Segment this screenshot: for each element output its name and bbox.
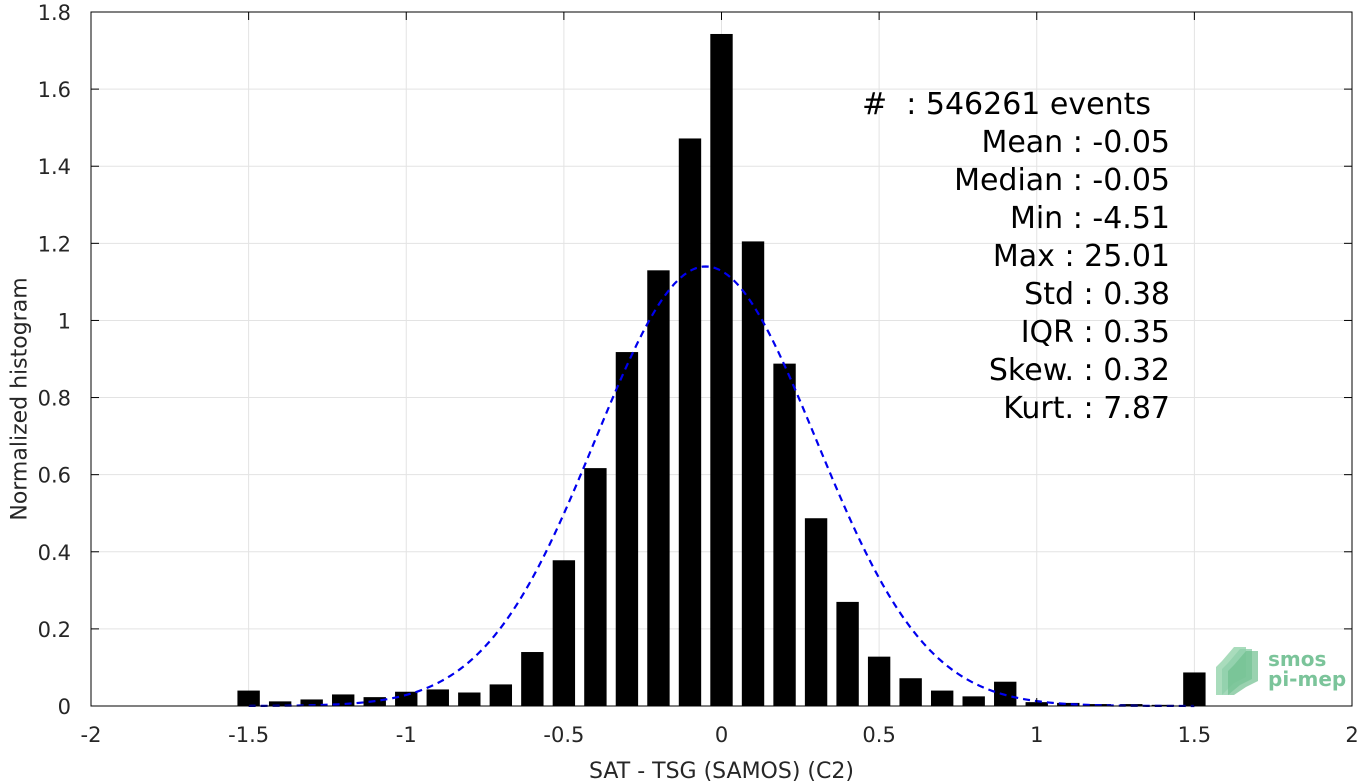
stat-max: Max : 25.01	[992, 239, 1170, 274]
histogram-bar	[836, 601, 859, 706]
y-axis-label: Normalized histogram	[8, 277, 33, 520]
y-tick-label: 0.8	[38, 387, 71, 411]
histogram-bar	[867, 656, 891, 706]
y-tick-label: 0.4	[38, 541, 71, 565]
logo-text-pimep: pi-mep	[1268, 667, 1347, 691]
histogram-bar	[741, 241, 765, 706]
x-tick-label: -0.5	[543, 723, 584, 747]
histogram-bar	[773, 363, 796, 706]
histogram-bar	[458, 692, 481, 706]
stat-min: Min : -4.51	[1009, 201, 1170, 236]
x-tick-label: -1.5	[228, 723, 269, 747]
histogram-bars	[237, 33, 1206, 706]
stat-mean: Mean : -0.05	[981, 125, 1170, 160]
y-tick-label: 1.6	[38, 78, 71, 102]
histogram-bar	[521, 652, 544, 706]
y-tick-label: 1.2	[38, 232, 71, 256]
y-tick-label: 1	[58, 309, 71, 333]
y-tick-label: 1.8	[38, 1, 71, 25]
x-axis-label: SAT - TSG (SAMOS) (C2)	[589, 759, 854, 784]
x-tick-label: 0	[715, 723, 728, 747]
stat-iqr: IQR : 0.35	[1020, 315, 1170, 350]
histogram-bar	[300, 699, 323, 706]
histogram-bar	[930, 690, 954, 706]
histogram-bar	[710, 33, 733, 706]
y-tick-label: 1.4	[38, 155, 71, 179]
histogram-bar	[426, 689, 449, 706]
histogram-bar	[489, 684, 513, 706]
histogram-bar	[552, 560, 576, 706]
y-tick-label: 0.2	[38, 618, 71, 642]
x-tick-label: 2	[1345, 723, 1358, 747]
statistics-panel: # : 546261 events Mean : -0.05 Median : …	[840, 86, 1170, 428]
histogram-bar	[678, 138, 702, 706]
histogram-bar	[615, 352, 639, 706]
y-tick-label: 0	[58, 695, 71, 719]
x-tick-label: 1	[1030, 723, 1043, 747]
histogram-bar	[804, 518, 828, 706]
stat-events: # : 546261 events	[862, 87, 1151, 122]
logo-text-smos: smos	[1268, 647, 1327, 671]
x-tick-label: 0.5	[862, 723, 895, 747]
histogram-bar	[899, 678, 922, 706]
histogram-bar	[962, 696, 985, 706]
y-tick-label: 0.6	[38, 464, 71, 488]
x-tick-label: -2	[81, 723, 102, 747]
stat-skew: Skew. : 0.32	[988, 353, 1170, 388]
x-tick-label: 1.5	[1178, 723, 1211, 747]
histogram-bar	[647, 270, 670, 706]
histogram-bar	[1057, 702, 1080, 706]
stat-std: Std : 0.38	[1024, 277, 1170, 312]
x-tick-label: -1	[396, 723, 417, 747]
histogram-bar	[1151, 704, 1175, 706]
stat-kurt: Kurt. : 7.87	[1003, 391, 1170, 426]
histogram-bar	[268, 701, 292, 706]
stat-median: Median : -0.05	[954, 163, 1170, 198]
histogram-bar	[584, 468, 607, 706]
histogram-bar	[1183, 672, 1206, 706]
logo-waves-icon	[1216, 647, 1258, 695]
histogram-bar	[332, 694, 355, 706]
smos-pimep-logo: smos pi-mep	[1214, 643, 1354, 698]
axis-ticks: -2 -1.5 -1 -0.5 0 0.5 1 1.5 2 0 0.2 0.4 0.6 0.8 1 1.2 1.…	[38, 1, 1359, 747]
